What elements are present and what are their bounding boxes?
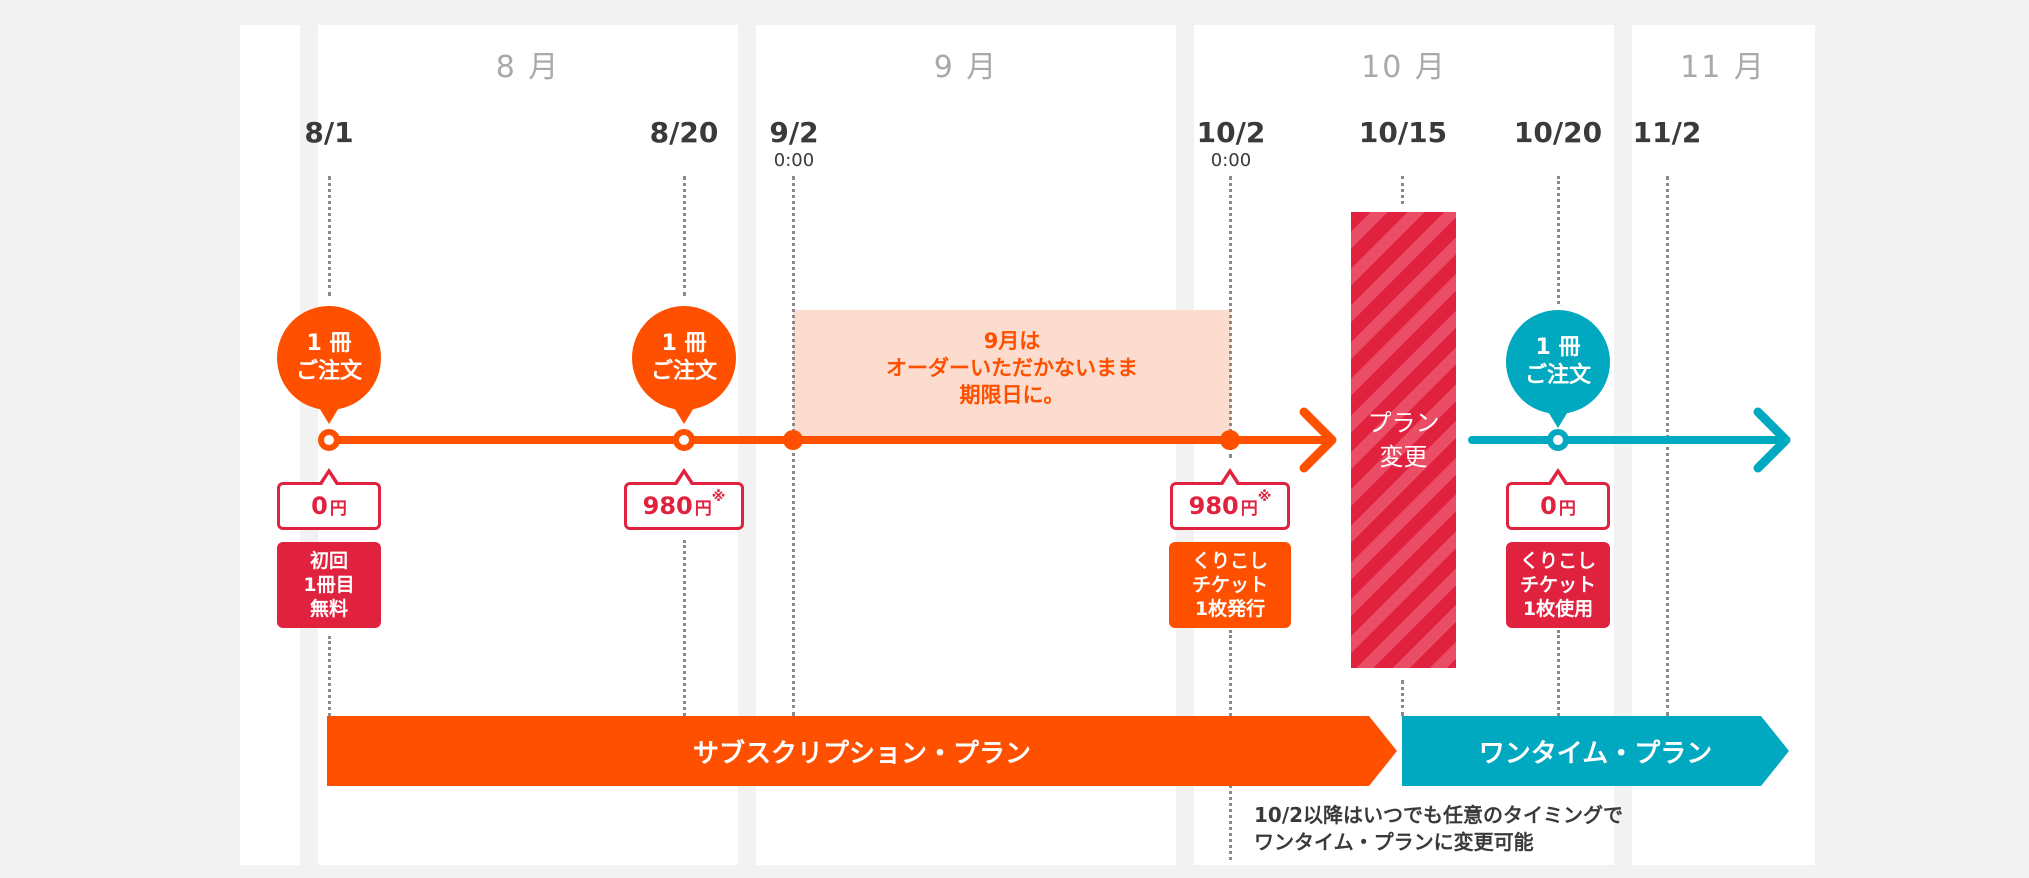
label-line: 初回 (309, 550, 348, 572)
order-bubble-oct-20: 1 冊 ご注文 (1506, 310, 1610, 428)
plan-change-line: プラン (1367, 409, 1440, 437)
order-bubble-line: ご注文 (295, 359, 362, 384)
label-line: チケット (1191, 574, 1268, 596)
onetime-arrow-head (1753, 407, 1791, 473)
label-line: 1冊目 (303, 574, 355, 596)
column-left-edge (240, 25, 300, 865)
price-amount: 0 (1540, 492, 1557, 520)
pause-note-line: 9月は (983, 329, 1041, 353)
date-aug-1: 8/1 (304, 116, 354, 149)
label-line: 無料 (309, 598, 348, 620)
price-tag-oct-20: 0 円 (1506, 468, 1610, 530)
month-october: 10 月 (1361, 50, 1447, 85)
label-line: 1枚発行 (1194, 598, 1266, 620)
pause-note: 9月は オーダーいただかないまま 期限日に。 (793, 328, 1231, 409)
pause-note-line: 期限日に。 (959, 383, 1065, 407)
subscription-arrow-head (1299, 407, 1337, 473)
order-bubble-aug-1: 1 冊 ご注文 (277, 306, 381, 424)
price-note-mark: ※ (711, 489, 726, 505)
guide-line-oct-2 (1229, 176, 1232, 458)
month-november: 11 月 (1680, 50, 1766, 85)
plan-change-line: 変更 (1379, 443, 1428, 471)
order-bubble-line: 1 冊 (306, 331, 352, 356)
guide-line-aug-20 (683, 540, 686, 716)
label-line: くりこし (1519, 550, 1596, 572)
guide-line-nov-2 (1666, 176, 1669, 716)
month-august: 8 月 (495, 50, 561, 85)
price-unit: 円 (1240, 498, 1258, 519)
ticket-use-label: くりこし チケット 1枚使用 (1506, 542, 1610, 628)
timeline-node-aug-1 (318, 429, 340, 451)
price-amount: 0 (311, 492, 328, 520)
order-bubble-line: ご注文 (650, 359, 717, 384)
price-tag-oct-2: 980 円 ※ (1170, 468, 1290, 530)
order-bubble-line: 1 冊 (661, 331, 707, 356)
order-bubble-aug-20: 1 冊 ご注文 (632, 306, 736, 424)
price-amount: 980 (1188, 492, 1239, 520)
ticket-issue-label: くりこし チケット 1枚発行 (1169, 542, 1291, 628)
timeline-dot-sep-2 (783, 430, 803, 450)
note-line: ワンタイム・プランに変更可能 (1254, 830, 1534, 854)
timeline-dot-oct-2 (1220, 430, 1240, 450)
plan-change-label: プラン 変更 (1351, 406, 1456, 474)
month-september: 9 月 (933, 50, 999, 85)
subscription-plan-label: サブスクリプション・プラン (692, 738, 1031, 769)
guide-line-aug-20 (683, 176, 686, 296)
price-tag-aug-20: 980 円 ※ (624, 468, 744, 530)
price-unit: 円 (1558, 498, 1576, 519)
guide-line-oct-20 (1557, 176, 1560, 304)
plan-change-block (1351, 212, 1456, 668)
guide-line-oct-20 (1557, 630, 1560, 716)
price-unit: 円 (694, 498, 712, 519)
time-sep-2: 0:00 (773, 150, 815, 171)
guide-line-oct-15 (1401, 680, 1404, 716)
price-amount: 980 (642, 492, 693, 520)
date-oct-15: 10/15 (1358, 116, 1448, 149)
date-oct-2: 10/2 (1196, 116, 1266, 149)
guide-line-oct-15 (1401, 176, 1404, 204)
label-line: くりこし (1191, 550, 1268, 572)
order-bubble-line: 1 冊 (1535, 335, 1581, 360)
onetime-timeline (1468, 436, 1788, 444)
price-unit: 円 (329, 498, 347, 519)
order-bubble-line: ご注文 (1524, 363, 1591, 388)
pause-area (793, 310, 1231, 436)
subscription-plan-band: サブスクリプション・プラン (327, 716, 1397, 786)
first-free-label: 初回 1冊目 無料 (277, 542, 381, 628)
timeline-node-aug-20 (673, 429, 695, 451)
note-line: 10/2以降はいつでも任意のタイミングで (1254, 803, 1624, 827)
guide-line-aug-1 (328, 636, 331, 716)
date-sep-2: 9/2 (769, 116, 819, 149)
plan-change-note: 10/2以降はいつでも任意のタイミングで ワンタイム・プランに変更可能 (1254, 802, 1623, 856)
price-tag-aug-1: 0 円 (277, 468, 381, 530)
label-line: チケット (1519, 574, 1596, 596)
subscription-timeline (328, 436, 1330, 444)
date-nov-2: 11/2 (1632, 116, 1702, 149)
pause-note-line: オーダーいただかないまま (886, 356, 1138, 380)
onetime-plan-band: ワンタイム・プラン (1402, 716, 1789, 786)
timeline-node-oct-20 (1547, 429, 1569, 451)
guide-line-aug-1 (328, 176, 331, 296)
date-oct-20: 10/20 (1513, 116, 1603, 149)
date-aug-20: 8/20 (649, 116, 719, 149)
time-oct-2: 0:00 (1210, 150, 1252, 171)
price-note-mark: ※ (1257, 489, 1272, 505)
label-line: 1枚使用 (1522, 598, 1594, 620)
onetime-plan-label: ワンタイム・プラン (1478, 738, 1713, 769)
